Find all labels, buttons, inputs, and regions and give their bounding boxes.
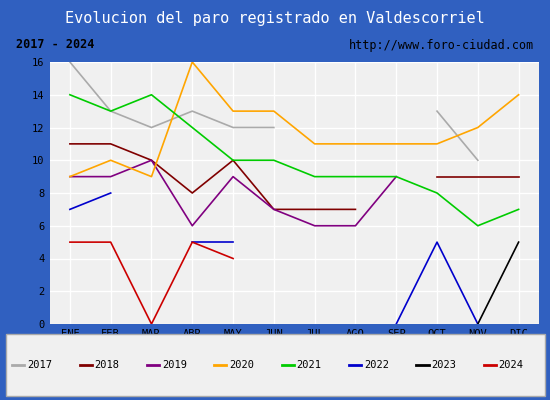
Text: Evolucion del paro registrado en Valdescorriel: Evolucion del paro registrado en Valdesc… xyxy=(65,10,485,26)
Text: 2023: 2023 xyxy=(431,360,456,370)
Text: http://www.foro-ciudad.com: http://www.foro-ciudad.com xyxy=(349,38,534,52)
Text: 2024: 2024 xyxy=(499,360,524,370)
Text: 2019: 2019 xyxy=(162,360,187,370)
Text: 2022: 2022 xyxy=(364,360,389,370)
Text: 2020: 2020 xyxy=(229,360,254,370)
Text: 2017: 2017 xyxy=(27,360,52,370)
Text: 2021: 2021 xyxy=(296,360,322,370)
FancyBboxPatch shape xyxy=(6,334,544,396)
Text: 2018: 2018 xyxy=(95,360,119,370)
Text: 2017 - 2024: 2017 - 2024 xyxy=(16,38,95,52)
